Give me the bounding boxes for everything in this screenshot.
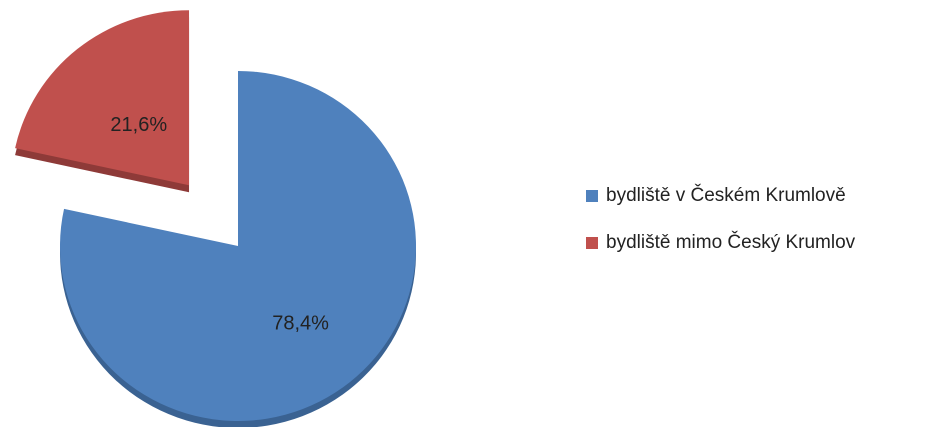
pie-data-label: 78,4% [272,312,329,334]
chart-legend: bydliště v Českém Krumlově bydliště mimo… [586,184,926,278]
legend-item: bydliště v Českém Krumlově [586,184,926,208]
legend-item: bydliště mimo Český Krumlov [586,231,926,255]
pie-slice-tops [15,10,417,421]
pie-slice [59,71,417,421]
pie-data-label: 21,6% [110,114,167,136]
pie-data-labels: 78,4% 21,6% [110,114,329,334]
legend-label-1: bydliště mimo Český Krumlov [606,232,856,253]
pie-slice [15,10,190,186]
legend-swatch-0 [586,190,598,202]
legend-swatch-1 [586,237,598,249]
legend-label-0: bydliště v Českém Krumlově [606,185,846,206]
